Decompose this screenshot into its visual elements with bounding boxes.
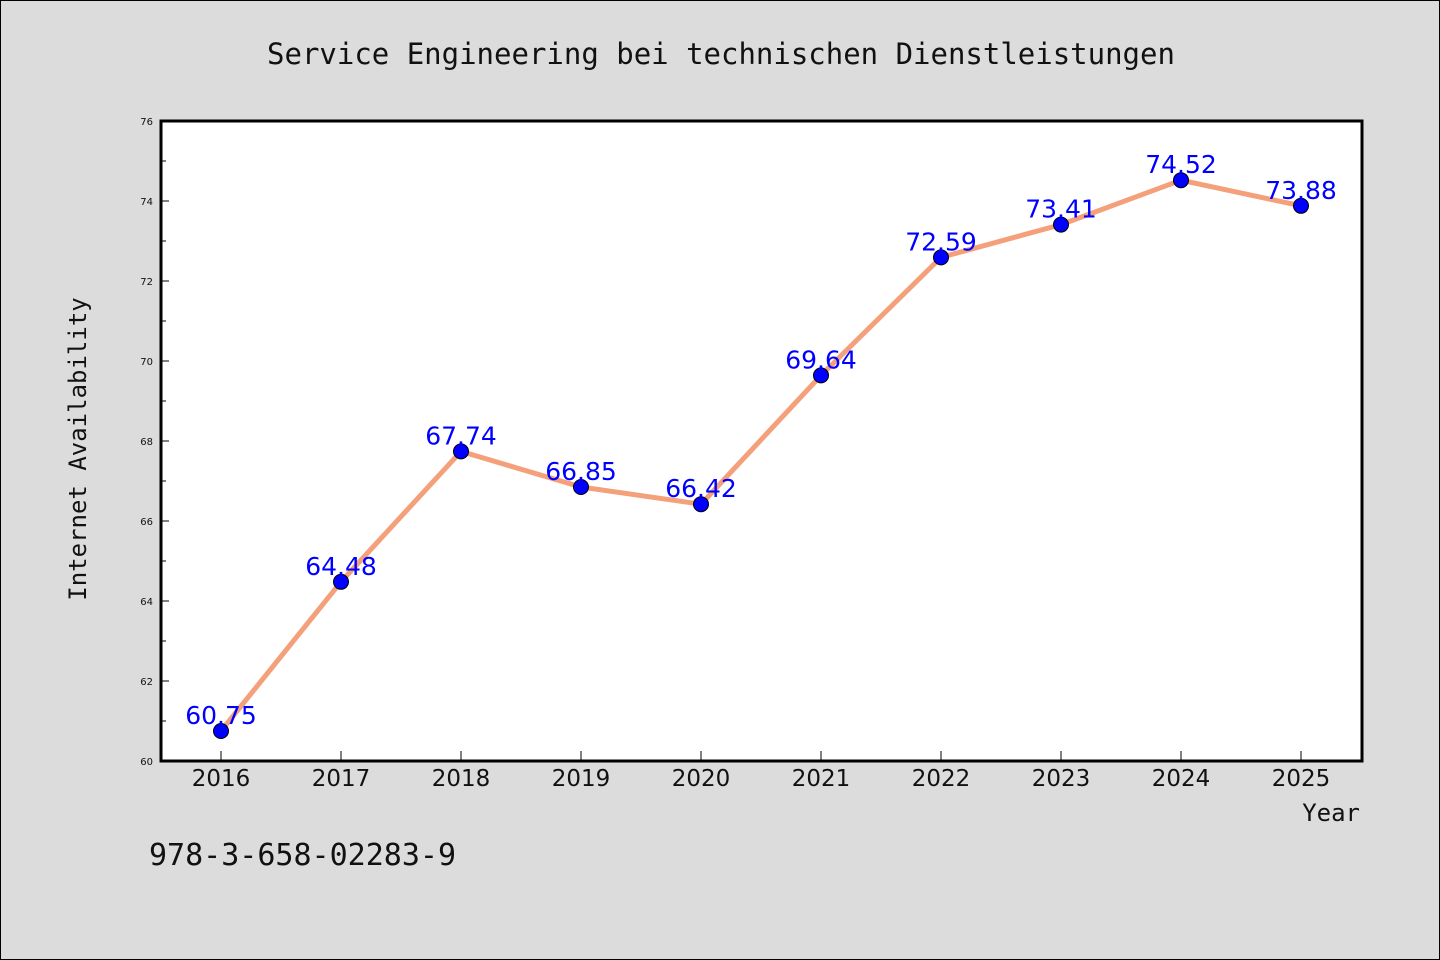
y-tick-label: 74 [140,197,153,208]
data-point-marker [573,479,589,495]
data-point-label: 69.64 [785,345,857,374]
data-point-label: 67.74 [425,421,497,450]
x-tick-label: 2018 [432,766,491,792]
isbn-footer: 978-3-658-02283-9 [149,838,456,873]
x-tick-label: 2024 [1152,766,1211,792]
x-tick-label: 2023 [1032,766,1091,792]
data-point-label: 74.52 [1145,150,1217,179]
x-axis: 2016 2017 2018 2019 2020 2021 2022 2023 2024 2025 [192,751,1331,792]
data-point-marker [813,367,829,384]
data-point-marker [693,496,709,513]
data-point-label: 72.59 [905,227,977,256]
data-series: 60.75 64.48 67.74 66.85 66.42 69.64 72.59 73.41… [185,150,1337,739]
x-tick-label: 2025 [1272,766,1331,792]
x-tick-label: 2017 [312,766,371,792]
y-tick-label: 64 [140,597,153,608]
y-axis-label: Internet Availability [64,297,92,600]
y-tick-label: 76 [140,117,153,128]
y-tick-label: 70 [140,357,153,368]
y-tick-label: 62 [140,677,153,688]
data-point-label: 73.41 [1025,195,1097,224]
data-point-label: 73.88 [1265,176,1337,205]
data-point-marker [1293,197,1309,214]
y-axis: 60 62 64 66 68 70 72 74 76 [140,117,169,768]
x-tick-label: 2022 [912,766,971,792]
data-point-label: 66.85 [545,457,617,486]
y-tick-label: 72 [140,277,153,288]
x-axis-label: Year [1302,799,1360,827]
data-point-marker [933,249,949,266]
series-line [218,177,1304,734]
x-tick-label: 2016 [192,766,251,792]
data-point-label: 66.42 [665,474,737,503]
y-tick-label: 68 [140,437,153,448]
data-point-marker [1053,216,1069,233]
data-point-marker [333,573,349,590]
data-point-marker [453,443,469,460]
y-tick-label: 66 [140,517,153,528]
x-tick-label: 2020 [672,766,731,792]
data-point-label: 64.48 [305,552,377,581]
y-tick-label: 60 [140,757,153,768]
x-tick-label: 2019 [552,766,611,792]
data-point-marker [213,723,229,739]
x-tick-label: 2021 [792,766,851,792]
chart-title: Service Engineering bei technischen Dien… [267,37,1175,71]
data-point-marker [1173,172,1189,189]
data-point-label: 60.75 [185,701,257,730]
